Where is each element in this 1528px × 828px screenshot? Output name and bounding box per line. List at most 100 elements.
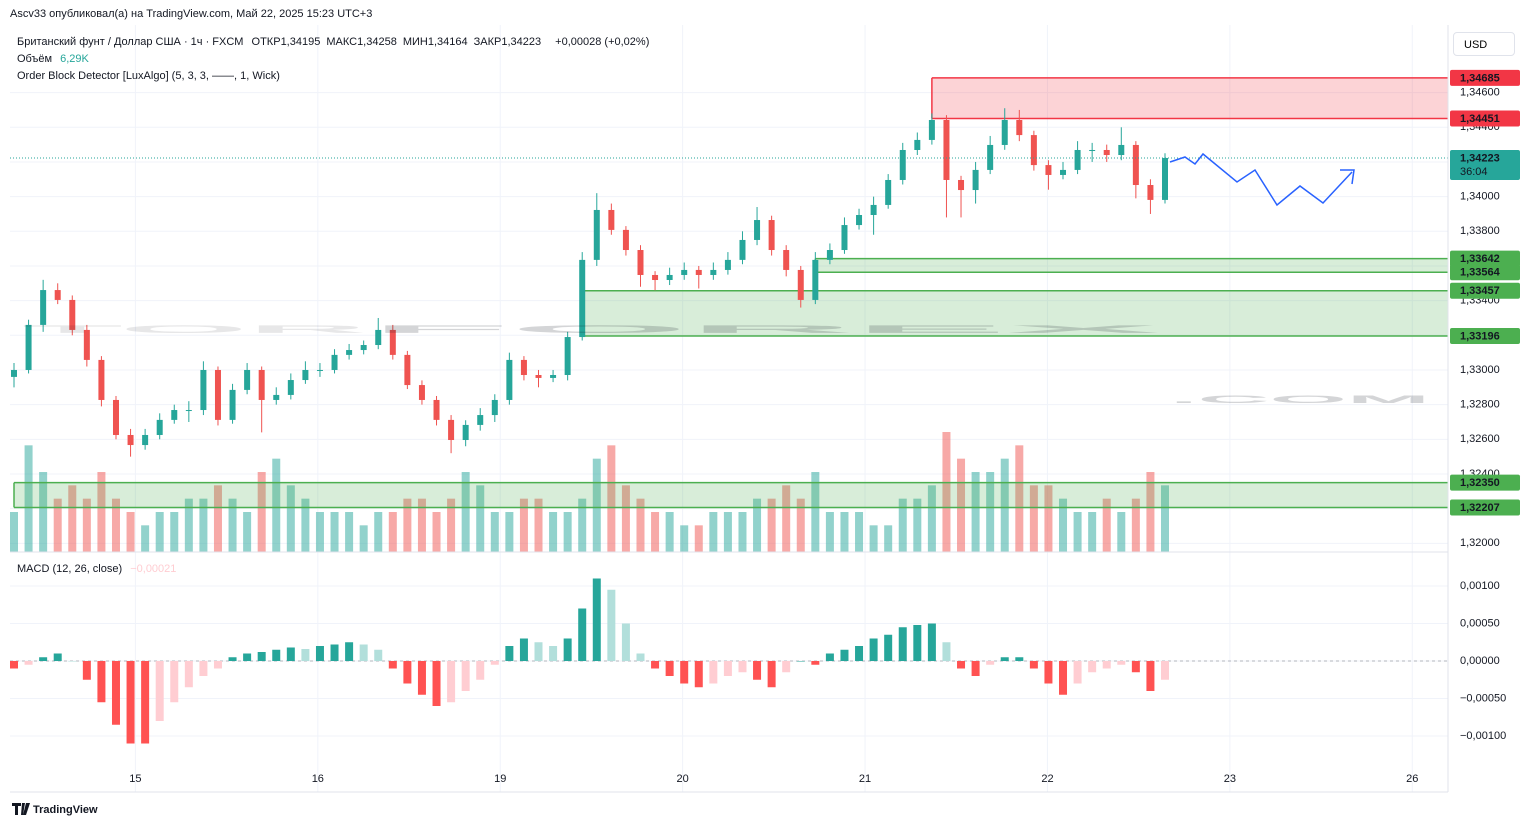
candle-body [958, 179, 965, 191]
y-tick-label: 1,33000 [1460, 364, 1500, 376]
legend-main: Британский фунт / Доллар США · 1ч · FXCM… [17, 36, 654, 48]
macd-bar [753, 661, 762, 680]
order-block [582, 290, 1448, 336]
volume-bar [986, 472, 995, 552]
macd-value: −0,00021 [130, 563, 177, 575]
macd-bar [68, 661, 77, 662]
macd-bar [1059, 661, 1068, 695]
candle-body [287, 380, 294, 395]
volume-bar [563, 512, 572, 552]
price-label-box [1450, 282, 1520, 299]
macd-bar [505, 646, 514, 661]
macd-bar [1088, 661, 1097, 673]
macd-tick-label: 0,00050 [1460, 617, 1500, 629]
macd-bar [738, 661, 747, 673]
forecast-arrow [1340, 169, 1355, 185]
volume-bar [942, 432, 951, 552]
candle-body [127, 434, 134, 446]
macd-bar [243, 653, 252, 661]
candle-body [710, 269, 717, 275]
candle-body [1089, 149, 1096, 151]
candle-body [11, 369, 17, 377]
candle-body [1132, 144, 1139, 186]
candle-body [83, 329, 90, 360]
macd-bar [213, 661, 222, 669]
volume-bar [709, 512, 718, 552]
volume-bar [738, 512, 747, 552]
volume-bar [1059, 498, 1068, 552]
macd-bar [578, 608, 587, 661]
volume-bar [126, 512, 135, 552]
price-label: 1,33642 [1460, 253, 1500, 265]
macd-bar [1117, 661, 1126, 665]
macd-bar [869, 638, 878, 661]
macd-bar [228, 657, 237, 661]
macd-bar [417, 661, 426, 695]
macd-bar [82, 661, 91, 680]
volume-bar [388, 512, 397, 552]
ohlc-value: 1,34164 [427, 36, 468, 48]
macd-bar [461, 661, 470, 691]
candle-body [229, 389, 236, 420]
macd-bar [1015, 657, 1024, 661]
x-tick-label: 20 [677, 773, 689, 785]
candle-body [1118, 144, 1125, 156]
candle-body [987, 144, 994, 170]
volume-bar [578, 498, 587, 552]
macd-bar [199, 661, 208, 676]
candle-body [1001, 119, 1008, 145]
candle-body [346, 350, 353, 355]
volume-bar [82, 498, 91, 552]
macd-bar [563, 638, 572, 661]
volume-bar [243, 512, 252, 552]
macd-title: MACD (12, 26, close) [17, 563, 123, 575]
macd-bar [170, 661, 179, 703]
macd-bar [257, 652, 266, 661]
volume-bar [1146, 472, 1155, 552]
macd-bar [782, 661, 791, 673]
volume-bar [651, 512, 660, 552]
forecast-line [1169, 152, 1353, 207]
candle-body [477, 415, 484, 425]
candle-body [885, 179, 892, 205]
tv-logo [12, 803, 30, 815]
volume-bar [723, 512, 732, 552]
candle-body [856, 214, 863, 226]
macd-bar [607, 589, 616, 661]
volume-bar [53, 498, 62, 552]
currency-button[interactable]: USD [1453, 32, 1515, 56]
macd-bar [1029, 661, 1038, 669]
x-tick-label: 15 [129, 773, 141, 785]
macd-bar [534, 642, 543, 661]
candle-body [25, 324, 32, 370]
candle-body [652, 274, 659, 281]
macd-bar [986, 661, 995, 665]
volume-bar [796, 498, 805, 552]
candle-body [593, 209, 600, 260]
y-tick-label: 1,33800 [1460, 225, 1500, 237]
macd-bar [549, 646, 558, 661]
countdown: 36:04 [1460, 166, 1488, 178]
candle-body [520, 359, 527, 376]
watermark: TOR FOREX .COM [22, 324, 1430, 406]
volume-bar [1044, 485, 1053, 552]
macd-tick-label: −0,00100 [1460, 730, 1506, 742]
macd-bar [490, 661, 499, 665]
macd-bar [359, 644, 368, 661]
candle-body [739, 239, 746, 260]
macd-bar [97, 661, 106, 703]
candle-body [826, 250, 833, 260]
volume-bar [1000, 458, 1009, 552]
volume-bar [417, 498, 426, 552]
last-price-label: 1,34223 [1460, 152, 1500, 164]
volume-bar [155, 512, 164, 552]
volume-bar [1117, 512, 1126, 552]
legend-volume: Объём 6,29K [17, 53, 94, 65]
macd-bar [927, 623, 936, 661]
macd-bar [694, 661, 703, 688]
volume-bar [913, 498, 922, 552]
volume-bar [286, 485, 295, 552]
y-tick-label: 1,34600 [1460, 87, 1500, 99]
macd-bar [1102, 661, 1111, 669]
volume-bar [898, 498, 907, 552]
